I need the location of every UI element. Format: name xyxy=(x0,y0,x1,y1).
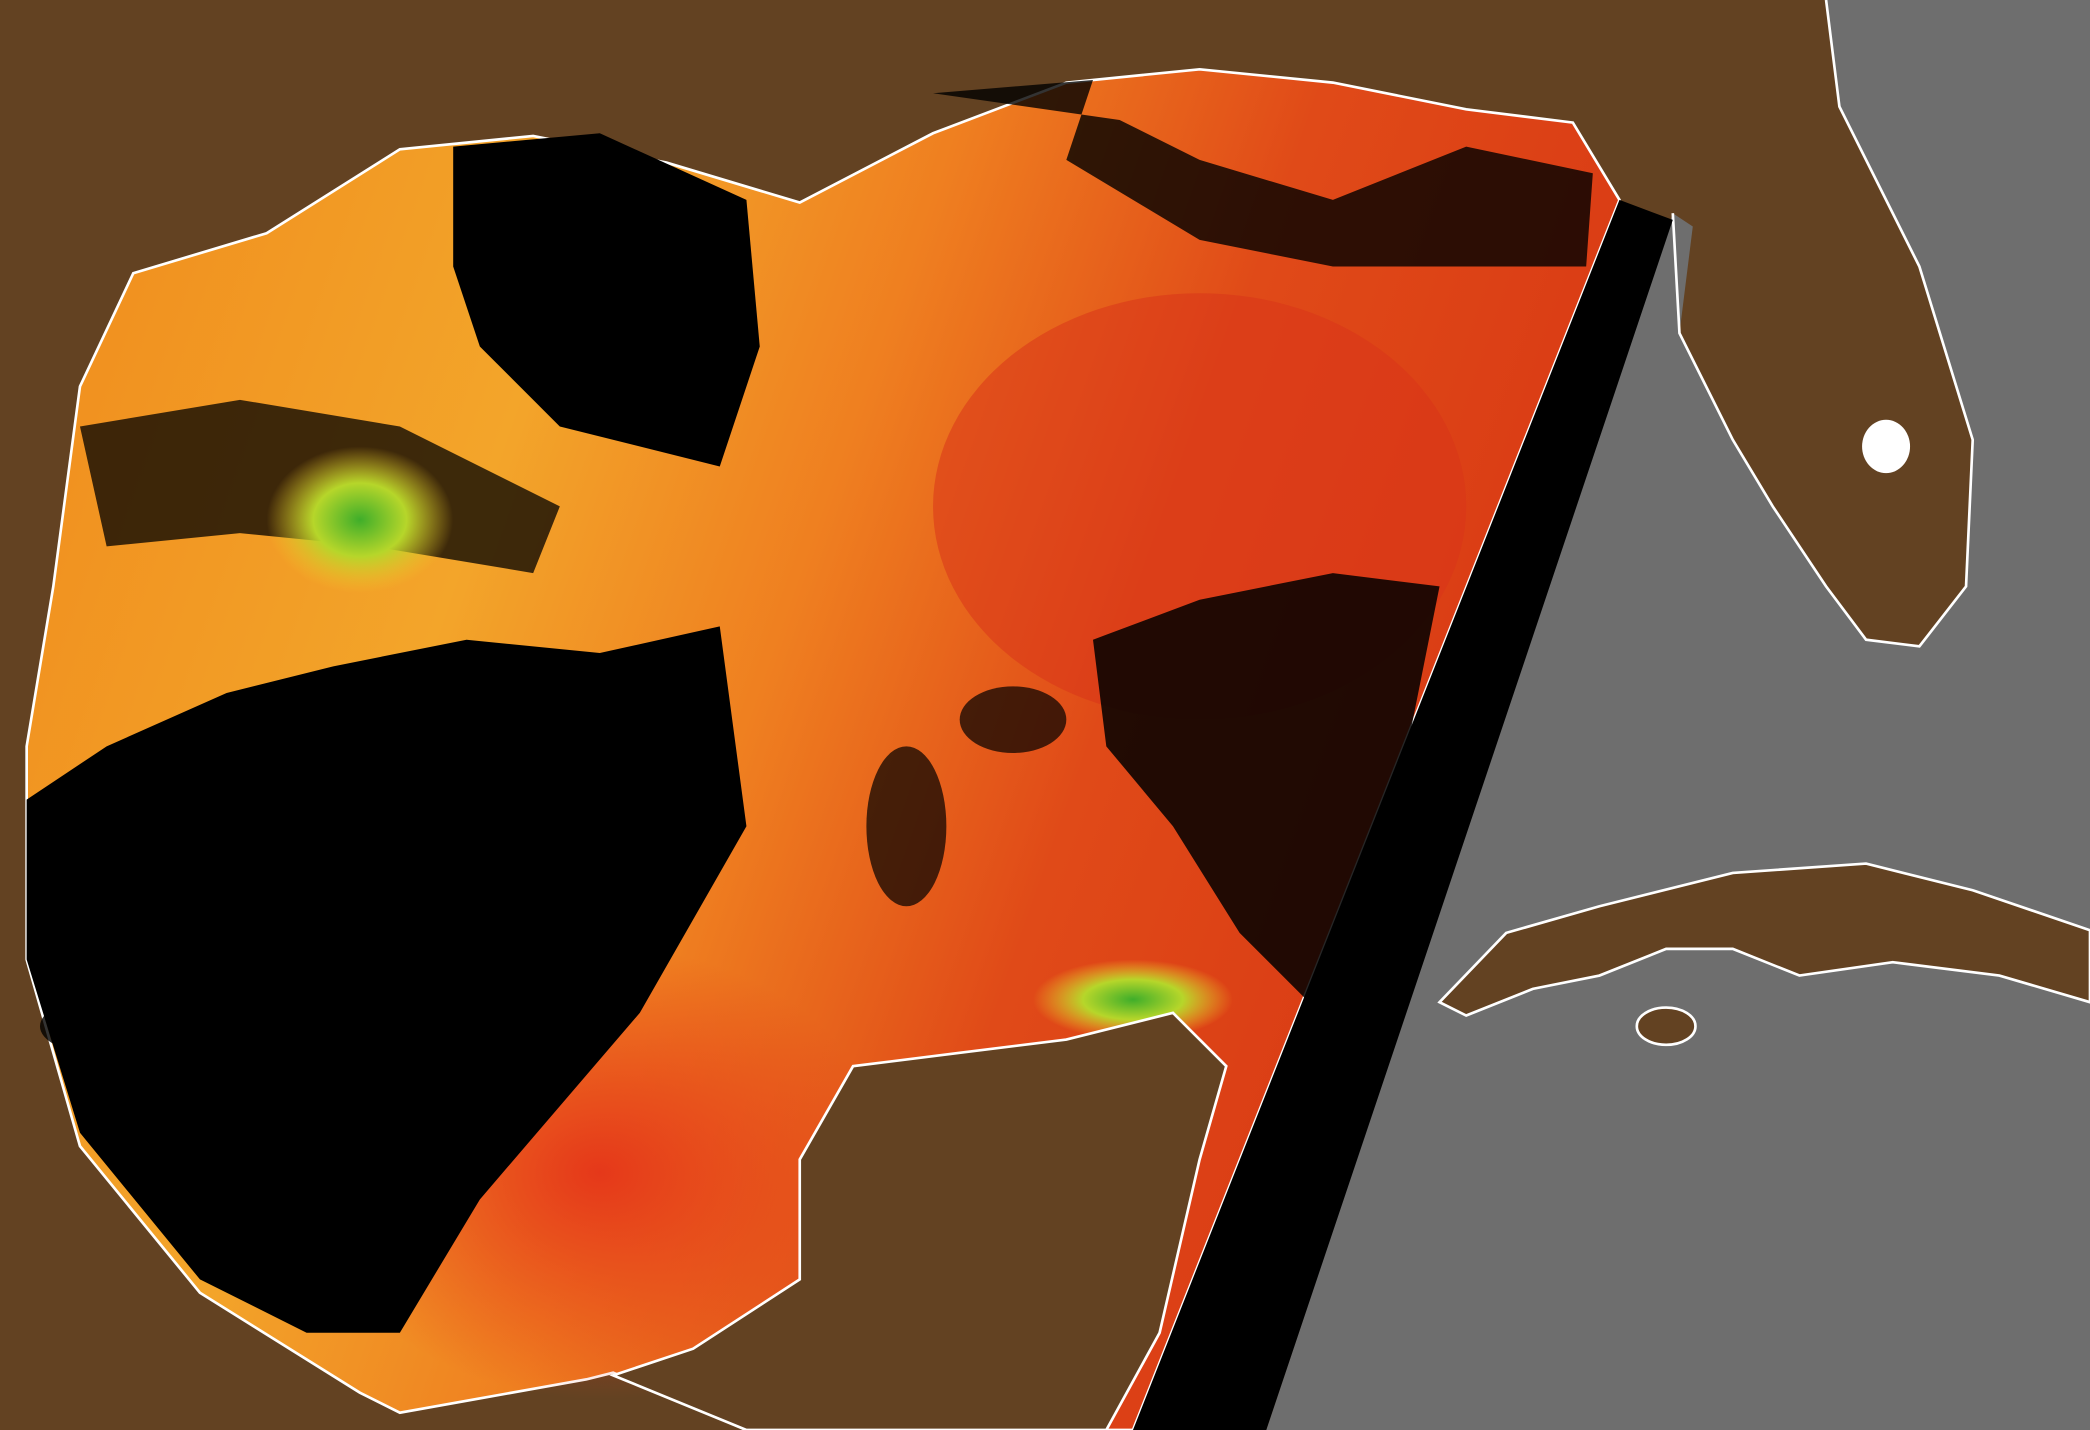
cloud-patch xyxy=(959,686,1067,753)
lake-okeechobee xyxy=(1862,419,1911,474)
no-data-swath xyxy=(1132,199,1673,1430)
cloud-north xyxy=(453,133,760,467)
cloud-patch xyxy=(39,999,147,1053)
isla-juventud xyxy=(1635,1006,1697,1047)
florida-coast xyxy=(1671,0,1975,648)
cloud-patch xyxy=(866,746,947,907)
chlorophyll-patch xyxy=(266,446,454,594)
cloud-northeast xyxy=(933,79,1593,267)
chlorophyll-patch xyxy=(1033,959,1233,1040)
yucatan xyxy=(609,1011,1228,1430)
cloud-west xyxy=(26,626,747,1333)
unsampled-ocean xyxy=(1266,0,2090,1430)
cuba xyxy=(1437,862,2090,1017)
